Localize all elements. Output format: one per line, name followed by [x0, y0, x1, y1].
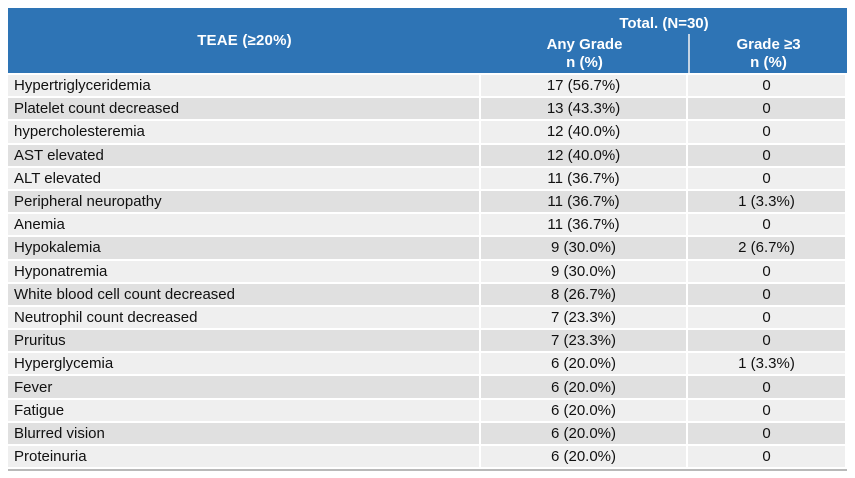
cell-teae: Proteinuria [8, 446, 479, 468]
cell-grade-ge3: 0 [688, 422, 845, 444]
table-row: Fatigue 6 (20.0%) 0 [8, 399, 847, 421]
cell-any-grade: 7 (23.3%) [481, 306, 686, 329]
cell-any-grade: 9 (30.0%) [481, 260, 686, 282]
cell-any-grade: 13 (43.3%) [481, 98, 686, 120]
grade-ge3-label: Grade ≥3 [736, 35, 801, 53]
cell-any-grade: 11 (36.7%) [481, 214, 686, 236]
table-row: Proteinuria 6 (20.0%) 0 [8, 446, 847, 468]
cell-teae: hypercholesteremia [8, 121, 479, 143]
cell-any-grade: 6 (20.0%) [481, 353, 686, 375]
header-cell-grade-ge3: Grade ≥3 n (%) [688, 34, 847, 73]
cell-any-grade: 11 (36.7%) [481, 167, 686, 189]
cell-teae: AST elevated [8, 144, 479, 166]
cell-teae: Hypokalemia [8, 237, 479, 259]
table-row: Platelet count decreased 13 (43.3%) 0 [8, 98, 847, 120]
table-row: Hypokalemia 9 (30.0%) 2 (6.7%) [8, 237, 847, 259]
header-right-group: Total. (N=30) Any Grade n (%) Grade ≥3 n… [481, 8, 847, 73]
cell-any-grade: 12 (40.0%) [481, 144, 686, 166]
cell-grade-ge3: 2 (6.7%) [688, 237, 845, 259]
n-pct-label: n (%) [566, 53, 603, 71]
cell-teae: Hyperglycemia [8, 353, 479, 375]
cell-teae: White blood cell count decreased [8, 283, 479, 305]
cell-teae: Hyponatremia [8, 260, 479, 282]
cell-teae: Peripheral neuropathy [8, 190, 479, 213]
table-row: hypercholesteremia 12 (40.0%) 0 [8, 121, 847, 143]
cell-any-grade: 6 (20.0%) [481, 399, 686, 421]
header-cell-any-grade: Any Grade n (%) [481, 34, 688, 73]
table-header: TEAE (≥20%) Total. (N=30) Any Grade n (%… [8, 8, 847, 73]
table-row: Blurred vision 6 (20.0%) 0 [8, 422, 847, 444]
cell-grade-ge3: 0 [688, 75, 845, 97]
any-grade-label: Any Grade [546, 35, 623, 53]
cell-any-grade: 11 (36.7%) [481, 190, 686, 213]
cell-grade-ge3: 0 [688, 330, 845, 352]
header-cell-total: Total. (N=30) [619, 14, 709, 32]
table-row: ALT elevated 11 (36.7%) 0 [8, 167, 847, 189]
cell-teae: Hypertriglyceridemia [8, 75, 479, 97]
cell-grade-ge3: 0 [688, 214, 845, 236]
cell-any-grade: 17 (56.7%) [481, 75, 686, 97]
table-body: Hypertriglyceridemia 17 (56.7%) 0 Platelet … [8, 75, 847, 468]
cell-grade-ge3: 1 (3.3%) [688, 190, 845, 213]
teae-table: TEAE (≥20%) Total. (N=30) Any Grade n (%… [8, 8, 847, 472]
cell-grade-ge3: 0 [688, 446, 845, 468]
cell-teae: Pruritus [8, 330, 479, 352]
cell-teae: Neutrophil count decreased [8, 306, 479, 329]
cell-grade-ge3: 0 [688, 144, 845, 166]
cell-any-grade: 6 (20.0%) [481, 422, 686, 444]
n-pct-label: n (%) [750, 53, 787, 71]
cell-grade-ge3: 0 [688, 376, 845, 398]
cell-grade-ge3: 0 [688, 399, 845, 421]
table-row: AST elevated 12 (40.0%) 0 [8, 144, 847, 166]
cell-grade-ge3: 0 [688, 98, 845, 120]
table-row: Neutrophil count decreased 7 (23.3%) 0 [8, 306, 847, 329]
cell-any-grade: 7 (23.3%) [481, 330, 686, 352]
cell-teae: ALT elevated [8, 167, 479, 189]
table-row: Anemia 11 (36.7%) 0 [8, 214, 847, 236]
cell-any-grade: 6 (20.0%) [481, 446, 686, 468]
cell-grade-ge3: 0 [688, 121, 845, 143]
cell-teae: Fatigue [8, 399, 479, 421]
cell-grade-ge3: 0 [688, 260, 845, 282]
header-cell-teae: TEAE (≥20%) [197, 32, 292, 49]
table-row: Hypertriglyceridemia 17 (56.7%) 0 [8, 75, 847, 97]
cell-teae: Platelet count decreased [8, 98, 479, 120]
cell-any-grade: 8 (26.7%) [481, 283, 686, 305]
cell-any-grade: 9 (30.0%) [481, 237, 686, 259]
header-subrow: Any Grade n (%) Grade ≥3 n (%) [481, 34, 847, 73]
cell-teae: Fever [8, 376, 479, 398]
table-row: Hyponatremia 9 (30.0%) 0 [8, 260, 847, 282]
cell-grade-ge3: 1 (3.3%) [688, 353, 845, 375]
cell-teae: Blurred vision [8, 422, 479, 444]
table-row: Peripheral neuropathy 11 (36.7%) 1 (3.3%) [8, 190, 847, 213]
table-row: Pruritus 7 (23.3%) 0 [8, 330, 847, 352]
table-row: White blood cell count decreased 8 (26.7%… [8, 283, 847, 305]
cell-teae: Anemia [8, 214, 479, 236]
cell-any-grade: 12 (40.0%) [481, 121, 686, 143]
cell-grade-ge3: 0 [688, 306, 845, 329]
cell-grade-ge3: 0 [688, 283, 845, 305]
table-bottom-rule [8, 469, 847, 472]
table-row: Hyperglycemia 6 (20.0%) 1 (3.3%) [8, 353, 847, 375]
cell-any-grade: 6 (20.0%) [481, 376, 686, 398]
cell-grade-ge3: 0 [688, 167, 845, 189]
table-row: Fever 6 (20.0%) 0 [8, 376, 847, 398]
